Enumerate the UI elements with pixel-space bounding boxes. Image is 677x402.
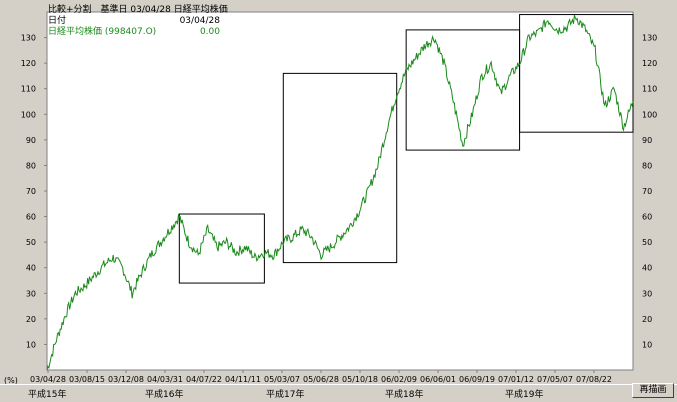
y-tick-label-right: 70 — [642, 187, 652, 196]
y-tick-label-left: 20 — [26, 315, 36, 324]
x-tick-label: 03/08/15 — [69, 375, 105, 384]
y-tick-label-left: 30 — [26, 289, 36, 298]
x-tick-label: 07/05/07 — [537, 375, 573, 384]
y-tick-label-right: 40 — [642, 264, 652, 273]
y-tick-label-right: 50 — [642, 238, 652, 247]
legend-index-name: 日経平均株価 — [173, 5, 228, 15]
y-tick-label-right: 100 — [642, 110, 657, 119]
y-tick-label-right: 120 — [642, 59, 657, 68]
legend: 比較+分割 基準日 03/04/28 日経平均株価 日付 03/04/28 日経… — [48, 5, 228, 38]
legend-header: 比較+分割 基準日 03/04/28 日経平均株価 — [48, 5, 228, 16]
legend-series-value: 0.00 — [199, 27, 220, 37]
y-tick-label-right: 110 — [642, 85, 657, 94]
x-tick-label: 07/08/22 — [576, 375, 612, 384]
x-tick-label: 05/03/07 — [264, 375, 300, 384]
x-tick-label: 05/06/28 — [303, 375, 339, 384]
y-unit-label: (%) — [4, 376, 18, 384]
era-bar — [0, 384, 677, 402]
x-tick-label: 03/12/08 — [108, 375, 144, 384]
era-label: 平成18年 — [385, 390, 424, 400]
legend-base-label: 比較+分割 基準日 — [48, 5, 128, 15]
y-tick-label-left: 50 — [26, 238, 36, 247]
y-tick-label-left: 90 — [26, 136, 36, 145]
x-tick-label: 05/10/18 — [342, 375, 378, 384]
x-tick-label: 06/09/19 — [459, 375, 495, 384]
y-tick-label-left: 80 — [26, 161, 36, 170]
y-tick-label-left: 40 — [26, 264, 36, 273]
x-tick-label: 04/07/22 — [186, 375, 222, 384]
y-tick-label-right: 60 — [642, 213, 652, 222]
y-tick-label-left: 100 — [21, 110, 36, 119]
line-chart: 10 20 30 40 50 60 70 80 90 100 110 120 130 10 20 30 40 5… — [4, 11, 657, 384]
era-label: 平成17年 — [266, 390, 305, 400]
y-tick-label-right: 90 — [642, 136, 652, 145]
x-tick-label: 07/01/12 — [498, 375, 534, 384]
y-tick-label-right: 130 — [642, 34, 657, 43]
y-tick-label-right: 10 — [642, 340, 652, 349]
legend-date-row: 日付 03/04/28 — [48, 16, 220, 27]
redraw-button[interactable]: 再描画 — [632, 383, 674, 398]
y-tick-label-right: 80 — [642, 161, 652, 170]
series-line — [46, 14, 634, 371]
x-tick-label: 04/03/31 — [147, 375, 183, 384]
annotation-box — [178, 213, 265, 284]
legend-date-value: 03/04/28 — [179, 16, 220, 26]
era-label: 平成15年 — [28, 390, 67, 400]
y-tick-label-left: 70 — [26, 187, 36, 196]
legend-series-row: 日経平均株価 (998407.O) 0.00 — [48, 27, 220, 38]
era-label: 平成19年 — [505, 390, 544, 400]
x-tick-label: 06/02/09 — [381, 375, 417, 384]
x-tick-label: 06/06/01 — [420, 375, 456, 384]
y-tick-label-left: 130 — [21, 34, 36, 43]
legend-date-label: 日付 — [48, 16, 67, 26]
y-tick-label-left: 120 — [21, 59, 36, 68]
y-tick-label-left: 110 — [21, 85, 36, 94]
legend-base-date: 03/04/28 — [130, 5, 171, 15]
y-tick-label-right: 30 — [642, 289, 652, 298]
legend-series-label: 日経平均株価 (998407.O) — [48, 27, 157, 37]
era-label: 平成16年 — [145, 390, 184, 400]
x-tick-label: 03/04/28 — [30, 375, 66, 384]
annotation-box — [282, 72, 398, 264]
y-tick-label-right: 20 — [642, 315, 652, 324]
y-tick-label-left: 10 — [26, 340, 36, 349]
plot-area — [46, 11, 634, 371]
annotation-box — [519, 14, 634, 133]
y-tick-label-left: 60 — [26, 213, 36, 222]
x-tick-label: 04/11/11 — [225, 375, 261, 384]
